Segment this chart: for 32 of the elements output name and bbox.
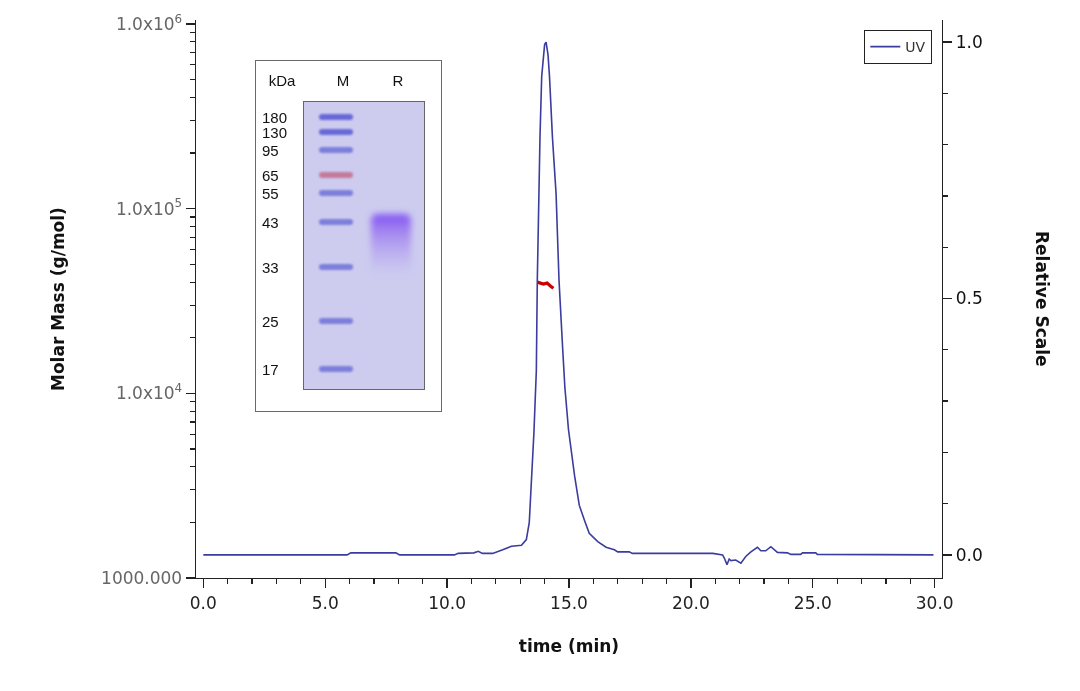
annotation: M (336, 71, 350, 89)
x-tick-label: 10.0 (428, 592, 467, 613)
x-tick-label: 0.0 (189, 592, 217, 613)
x-tick-label: 25.0 (793, 592, 832, 613)
y-tick-label: 1.0x10$^{5}$ (115, 196, 183, 219)
y2-tick-label: 1.0 (955, 32, 983, 52)
annotation: 43 (262, 213, 279, 231)
y-axis-title: Molar Mass (g/mol) (48, 207, 68, 391)
line-series (202, 41, 935, 566)
annotation: 33 (262, 258, 279, 276)
x-axis-title: time (min) (518, 636, 620, 656)
x-tick-label: 5.0 (311, 592, 339, 613)
legend-label: UV (905, 39, 926, 56)
annotation: 17 (262, 360, 279, 378)
y-tick-label: 1.0x10$^{6}$ (115, 11, 183, 34)
x-tick-label: 20.0 (671, 592, 710, 613)
annotation: 180 (262, 108, 288, 126)
annotation: 130 (262, 123, 288, 141)
annotation: kDa (268, 71, 296, 89)
y2-tick-label: 0.0 (955, 544, 983, 565)
x-tick-label: 30.0 (915, 592, 954, 613)
annotation: 95 (262, 141, 279, 159)
y2-tick-label: 0.5 (955, 288, 983, 309)
line-series (535, 280, 555, 290)
annotation: R (392, 71, 404, 89)
x-tick-label: 15.0 (550, 592, 588, 613)
annotation: 25 (262, 312, 279, 330)
y-tick-label: 1.0x10$^{4}$ (115, 381, 183, 404)
y-tick-label: 1000.000 (101, 567, 183, 588)
annotation: 65 (262, 166, 279, 184)
annotation: 55 (262, 184, 279, 202)
y2-axis-title: Relative Scale (1032, 231, 1052, 367)
